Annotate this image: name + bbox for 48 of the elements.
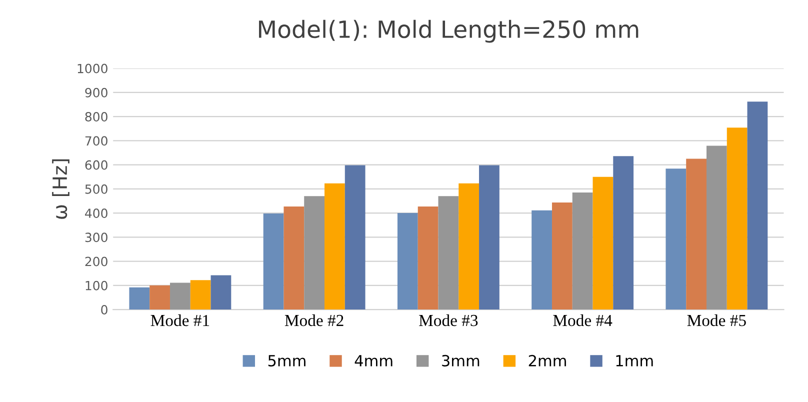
bar (613, 156, 634, 310)
bar (129, 287, 150, 310)
y-tick-label: 800 (85, 112, 108, 122)
y-tick-label: 100 (86, 280, 108, 290)
x-tick-label: Mode #4 (553, 314, 612, 326)
bar (458, 183, 480, 310)
y-tick-label: 400 (85, 208, 108, 218)
bar (572, 192, 593, 310)
bar (592, 176, 614, 310)
bar (438, 196, 459, 310)
bar (284, 206, 304, 310)
y-tick-label: 900 (85, 88, 108, 98)
bar (726, 128, 748, 310)
x-tick-label: Mode #1 (150, 314, 210, 326)
bar (150, 285, 170, 310)
bar (747, 102, 768, 310)
bar (210, 275, 232, 310)
y-tick-label: 0 (101, 305, 108, 314)
y-tick-label: 600 (85, 160, 108, 170)
bar (263, 214, 284, 310)
bar (418, 206, 438, 310)
bar (552, 202, 572, 310)
y-tick-label: 1000 (78, 64, 108, 74)
bar (324, 183, 345, 310)
y-tick-label: 300 (85, 232, 108, 242)
legend-label: 4mm (354, 355, 392, 366)
bar (190, 280, 211, 310)
y-tick-label: 200 (85, 256, 108, 266)
y-tick-label: 700 (85, 136, 108, 146)
x-tick-label: Mode #2 (284, 314, 344, 326)
legend-label: 5mm (268, 355, 306, 366)
bar (686, 158, 706, 310)
chart-title: Model(1): Mold Length=250 mm (259, 20, 638, 43)
bar (479, 165, 500, 310)
bar (397, 213, 418, 310)
bar (706, 146, 727, 310)
bar (532, 210, 552, 310)
bar (304, 196, 325, 310)
y-axis-title: ω [Hz] (52, 159, 70, 219)
legend-label: 2mm (528, 354, 566, 366)
bar (344, 165, 366, 310)
bar (170, 282, 190, 310)
legend-label: 3mm (442, 354, 480, 366)
x-tick-label: Mode #5 (687, 314, 746, 326)
y-tick-label: 500 (85, 184, 108, 194)
x-tick-label: Mode #3 (419, 314, 478, 326)
legend-label: 1mm (616, 355, 653, 366)
bar (666, 168, 686, 310)
